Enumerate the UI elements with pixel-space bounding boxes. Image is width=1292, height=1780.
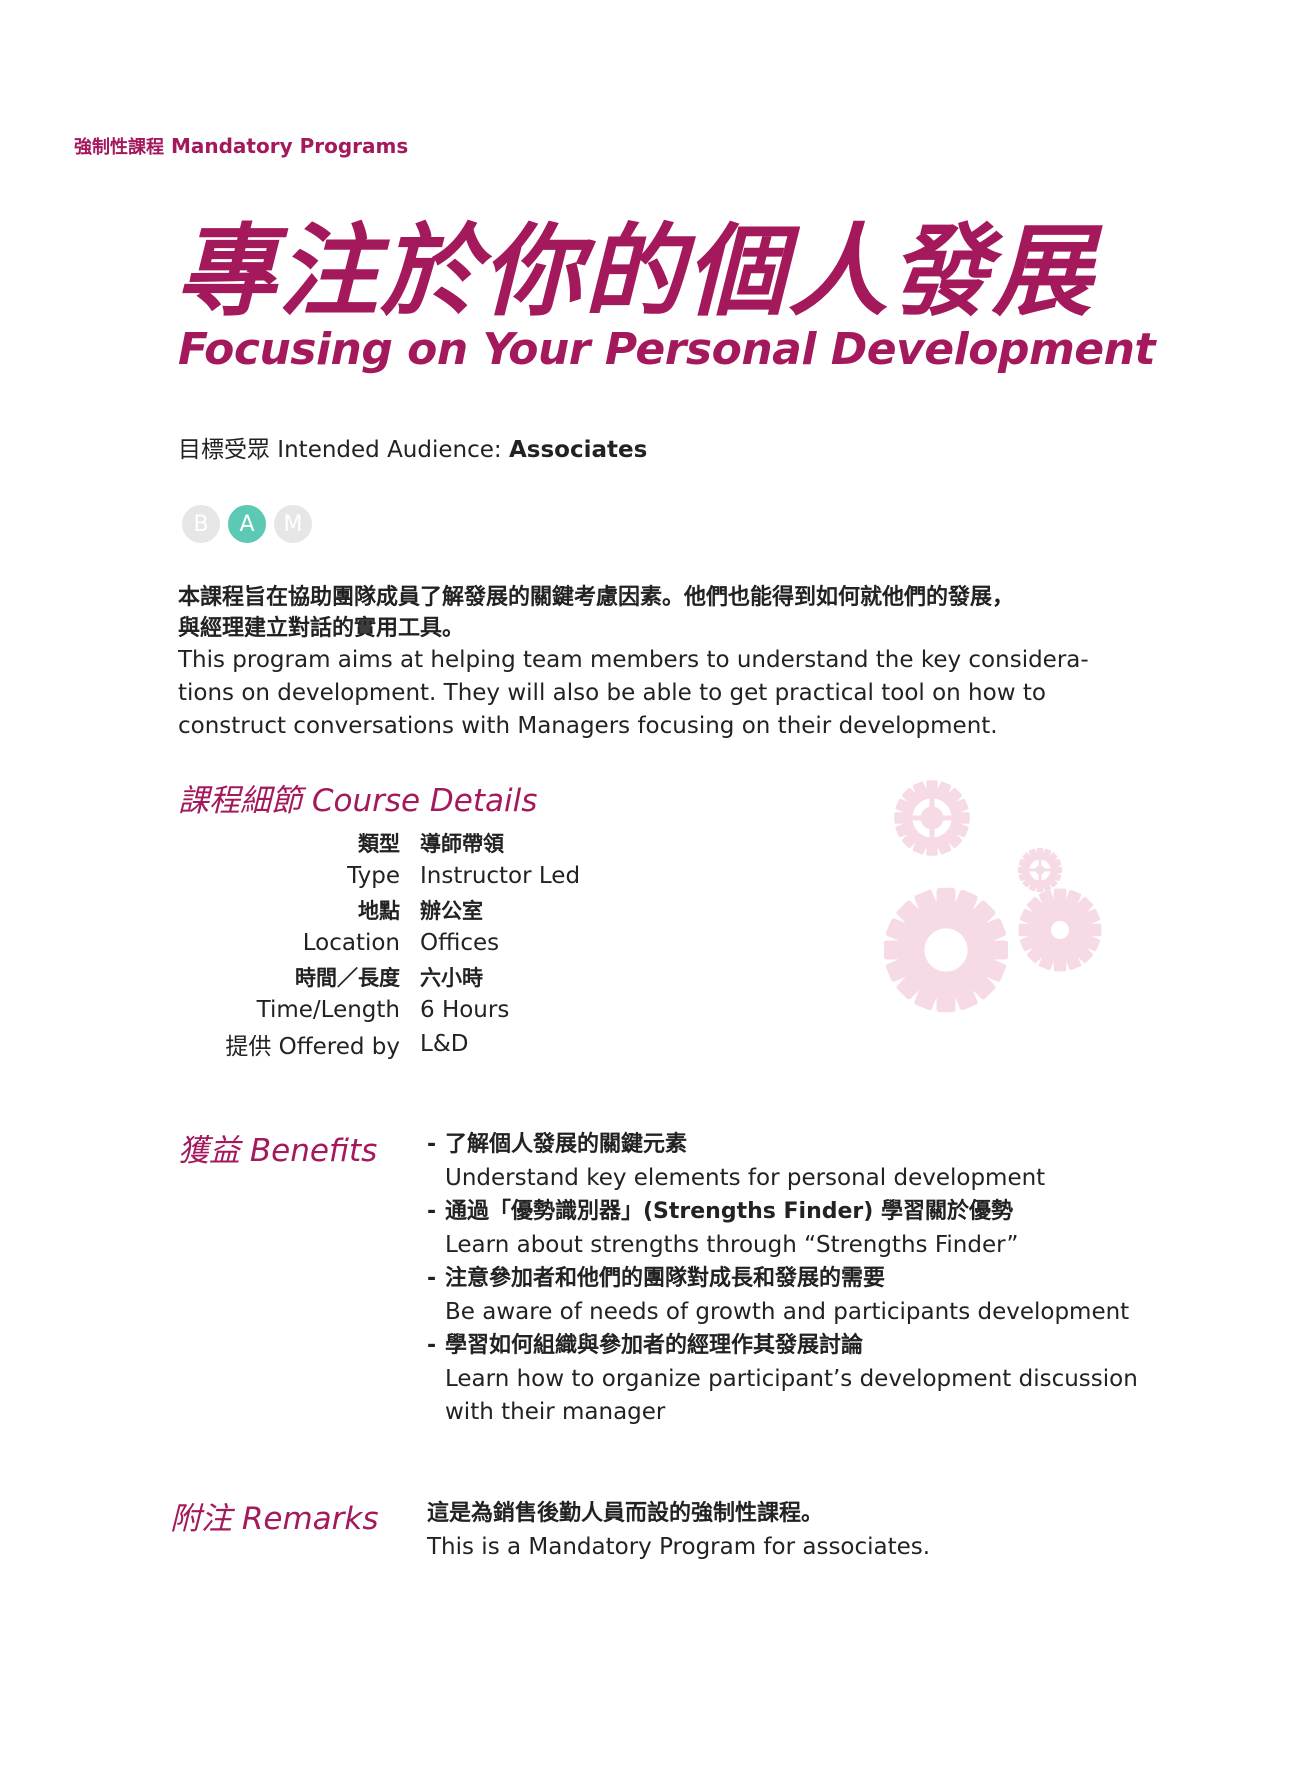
benefits-heading: 獲益 Benefits bbox=[178, 1133, 378, 1169]
detail-row: 類型 導師帶領 bbox=[178, 826, 580, 860]
list-item: - 通過「優勢識別器」(Strengths Finder) 學習關於優勢 Lear… bbox=[427, 1195, 1227, 1262]
description-en-line-3: construct conversations with Managers fo… bbox=[178, 713, 998, 739]
location-en-value: Offices bbox=[420, 930, 500, 957]
detail-row: Time/Length 6 Hours bbox=[178, 994, 580, 1028]
time-cn-label: 時間／長度 bbox=[295, 965, 400, 990]
detail-row: Location Offices bbox=[178, 927, 580, 961]
benefit-cn: 了解個人發展的關鍵元素 bbox=[445, 1132, 688, 1157]
remarks-text: 這是為銷售後勤人員而設的強制性課程。 This is a Mandatory P… bbox=[427, 1497, 930, 1564]
list-item: - 學習如何組織與參加者的經理作其發展討論 Learn how to organi… bbox=[427, 1329, 1227, 1430]
offered-value: L&D bbox=[420, 1031, 469, 1057]
course-details-heading: 課程細節 Course Details bbox=[178, 783, 538, 819]
description-cn-line-2: 與經理建立對話的實用工具。 bbox=[178, 616, 465, 641]
benefit-cn: 學習如何組織與參加者的經理作其發展討論 bbox=[445, 1333, 864, 1358]
detail-row: 提供 Offered by L&D bbox=[178, 1027, 580, 1061]
section-label-en: Mandatory Programs bbox=[170, 134, 409, 158]
badge-a: A bbox=[226, 503, 268, 545]
time-cn-value: 六小時 bbox=[420, 965, 483, 990]
page-title-cn: 專注於你的個人發展 bbox=[176, 213, 1094, 330]
benefit-en: Be aware of needs of growth and particip… bbox=[445, 1298, 1130, 1325]
location-cn-value: 辦公室 bbox=[420, 898, 483, 923]
description-cn-line-1: 本課程旨在協助團隊成員了解發展的關鍵考慮因素。他們也能得到如何就他們的發展， bbox=[178, 585, 1015, 610]
detail-row: 時間／長度 六小時 bbox=[178, 960, 580, 994]
offered-label: 提供 Offered by bbox=[225, 1034, 400, 1060]
remarks-en: This is a Mandatory Program for associat… bbox=[427, 1533, 931, 1560]
remarks-cn: 這是為銷售後勤人員而設的強制性課程。 bbox=[427, 1501, 824, 1526]
program-description: 本課程旨在協助團隊成員了解發展的關鍵考慮因素。他們也能得到如何就他們的發展， 與… bbox=[178, 582, 1138, 743]
time-en-label: Time/Length bbox=[256, 997, 400, 1024]
list-item: - 了解個人發展的關鍵元素 Understand key elements for… bbox=[427, 1128, 1227, 1195]
benefit-cn: 通過「優勢識別器」(Strengths Finder) 學習關於優勢 bbox=[445, 1199, 1013, 1224]
type-en-value: Instructor Led bbox=[420, 863, 581, 890]
location-cn-label: 地點 bbox=[358, 898, 400, 923]
description-en-line-2: tions on development. They will also be … bbox=[178, 680, 1046, 706]
audience-value: Associates bbox=[508, 437, 648, 463]
type-en-label: Type bbox=[347, 863, 400, 890]
remarks-heading: 附注 Remarks bbox=[170, 1501, 379, 1537]
page-title-en: Focusing on Your Personal Development bbox=[178, 324, 1156, 375]
gears-icon bbox=[880, 770, 1119, 1030]
audience-level-badges: B A M bbox=[180, 503, 314, 545]
course-details-table: 類型 導師帶領 Type Instructor Led 地點 辦公室 Locat… bbox=[178, 826, 580, 1061]
detail-row: Type Instructor Led bbox=[178, 860, 580, 894]
benefit-en-continued: with their manager bbox=[445, 1399, 666, 1425]
section-label-cn: 強制性課程 bbox=[74, 137, 164, 158]
badge-m: M bbox=[272, 503, 314, 545]
benefit-cn: 注意參加者和他們的團隊對成長和發展的需要 bbox=[445, 1266, 886, 1291]
description-en-line-1: This program aims at helping team member… bbox=[178, 647, 1089, 673]
benefits-list: - 了解個人發展的關鍵元素 Understand key elements for… bbox=[427, 1128, 1227, 1430]
section-label: 強制性課程 Mandatory Programs bbox=[74, 133, 408, 159]
list-item: - 注意參加者和他們的團隊對成長和發展的需要 Be aware of needs … bbox=[427, 1262, 1227, 1329]
time-en-value: 6 Hours bbox=[420, 997, 510, 1024]
detail-row: 地點 辦公室 bbox=[178, 893, 580, 927]
type-cn-value: 導師帶領 bbox=[420, 831, 504, 856]
intended-audience: 目標受眾 Intended Audience: Associates bbox=[178, 430, 647, 464]
badge-b: B bbox=[180, 503, 222, 545]
benefit-en: Understand key elements for personal dev… bbox=[445, 1164, 1046, 1191]
location-en-label: Location bbox=[302, 930, 400, 957]
benefit-en: Learn how to organize participant’s deve… bbox=[445, 1365, 1138, 1392]
audience-label: 目標受眾 Intended Audience: bbox=[178, 437, 502, 463]
type-cn-label: 類型 bbox=[358, 831, 400, 856]
benefit-en: Learn about strengths through “Strengths… bbox=[445, 1231, 1019, 1258]
